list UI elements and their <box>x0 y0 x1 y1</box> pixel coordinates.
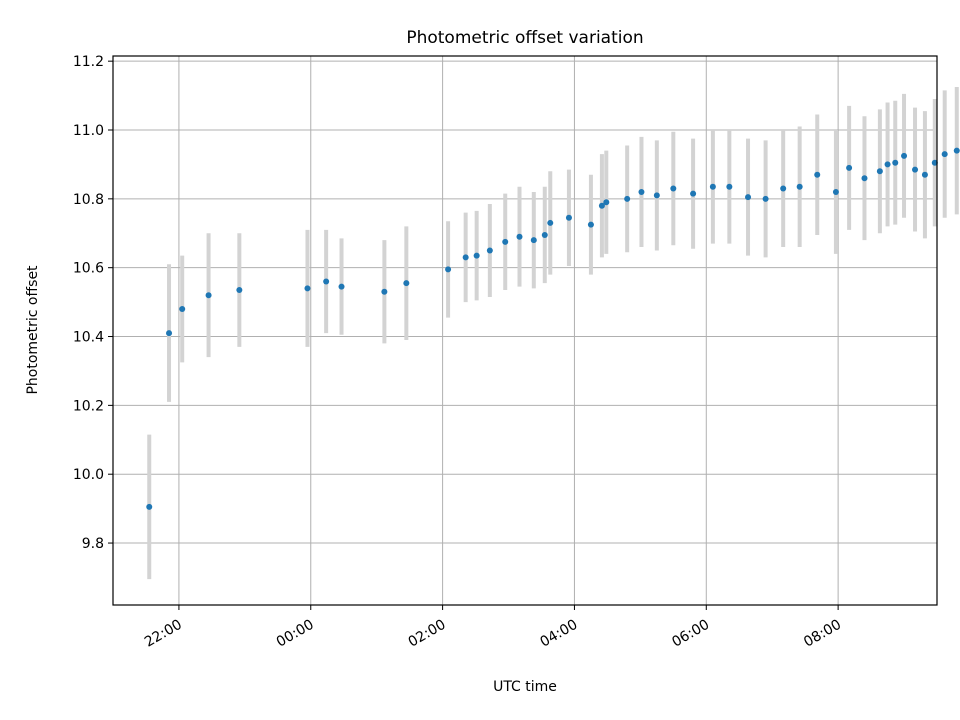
data-point <box>921 171 928 178</box>
data-point <box>670 185 677 192</box>
data-point <box>166 330 173 337</box>
data-point <box>516 233 523 240</box>
data-point <box>403 280 410 287</box>
data-point <box>780 185 787 192</box>
data-point <box>814 171 821 178</box>
x-tick-label: 08:00 <box>801 617 844 651</box>
grid <box>113 56 937 605</box>
data-point <box>846 164 853 171</box>
data-point <box>205 292 212 299</box>
data-point <box>547 219 554 226</box>
data-point <box>726 183 733 190</box>
y-tick-label: 10.6 <box>73 261 104 277</box>
data-point <box>690 190 697 197</box>
y-tick-label: 9.8 <box>82 536 104 552</box>
data-point <box>941 151 948 158</box>
data-point <box>709 183 716 190</box>
data-point <box>624 195 631 202</box>
x-tick-label: 00:00 <box>274 617 317 651</box>
data-point <box>445 266 452 273</box>
data-point <box>745 194 752 201</box>
data-point <box>912 166 919 173</box>
data-point <box>603 199 610 206</box>
data-point <box>653 192 660 199</box>
y-tick-label: 10.0 <box>73 467 104 483</box>
y-axis-label: Photometric offset <box>25 265 41 395</box>
x-tick-label: 04:00 <box>537 617 580 651</box>
x-tick-label: 06:00 <box>669 617 712 651</box>
x-tick-label: 22:00 <box>142 617 185 651</box>
data-point <box>901 152 908 159</box>
y-tick-label: 11.0 <box>73 123 104 139</box>
data-point <box>179 305 186 312</box>
data-point <box>502 238 509 245</box>
data-point <box>323 278 330 285</box>
data-point <box>541 231 548 238</box>
data-point <box>338 283 345 290</box>
data-point <box>953 147 960 154</box>
data-point <box>462 254 469 261</box>
data-point <box>587 221 594 228</box>
data-point <box>892 159 899 166</box>
plot-frame <box>112 55 938 606</box>
data-point <box>638 188 645 195</box>
y-tick-label: 10.4 <box>73 330 104 346</box>
data-point <box>146 503 153 510</box>
data-point <box>565 214 572 221</box>
data-point <box>884 161 891 168</box>
y-tick-label: 10.8 <box>73 192 104 208</box>
data-points <box>146 147 960 510</box>
x-axis-ticks: 22:00 00:00 02:00 04:00 06:00 08:00 <box>142 605 844 651</box>
data-point <box>486 247 493 254</box>
data-point <box>381 288 388 295</box>
chart-title: Photometric offset variation <box>406 28 643 48</box>
data-point <box>598 202 605 209</box>
data-point <box>236 287 243 294</box>
data-point <box>861 175 868 182</box>
data-point <box>832 188 839 195</box>
data-point <box>762 195 769 202</box>
data-point <box>473 252 480 259</box>
y-tick-label: 10.2 <box>73 398 104 414</box>
y-tick-label: 11.2 <box>73 54 104 70</box>
data-point <box>530 237 537 244</box>
data-point <box>304 285 311 292</box>
x-axis-label: UTC time <box>493 679 557 695</box>
x-tick-label: 02:00 <box>406 617 449 651</box>
data-point <box>876 168 883 175</box>
y-axis-ticks: 9.8 10.0 10.2 10.4 10.6 10.8 11.0 11.2 <box>73 54 113 552</box>
data-point <box>796 183 803 190</box>
data-point <box>931 159 938 166</box>
